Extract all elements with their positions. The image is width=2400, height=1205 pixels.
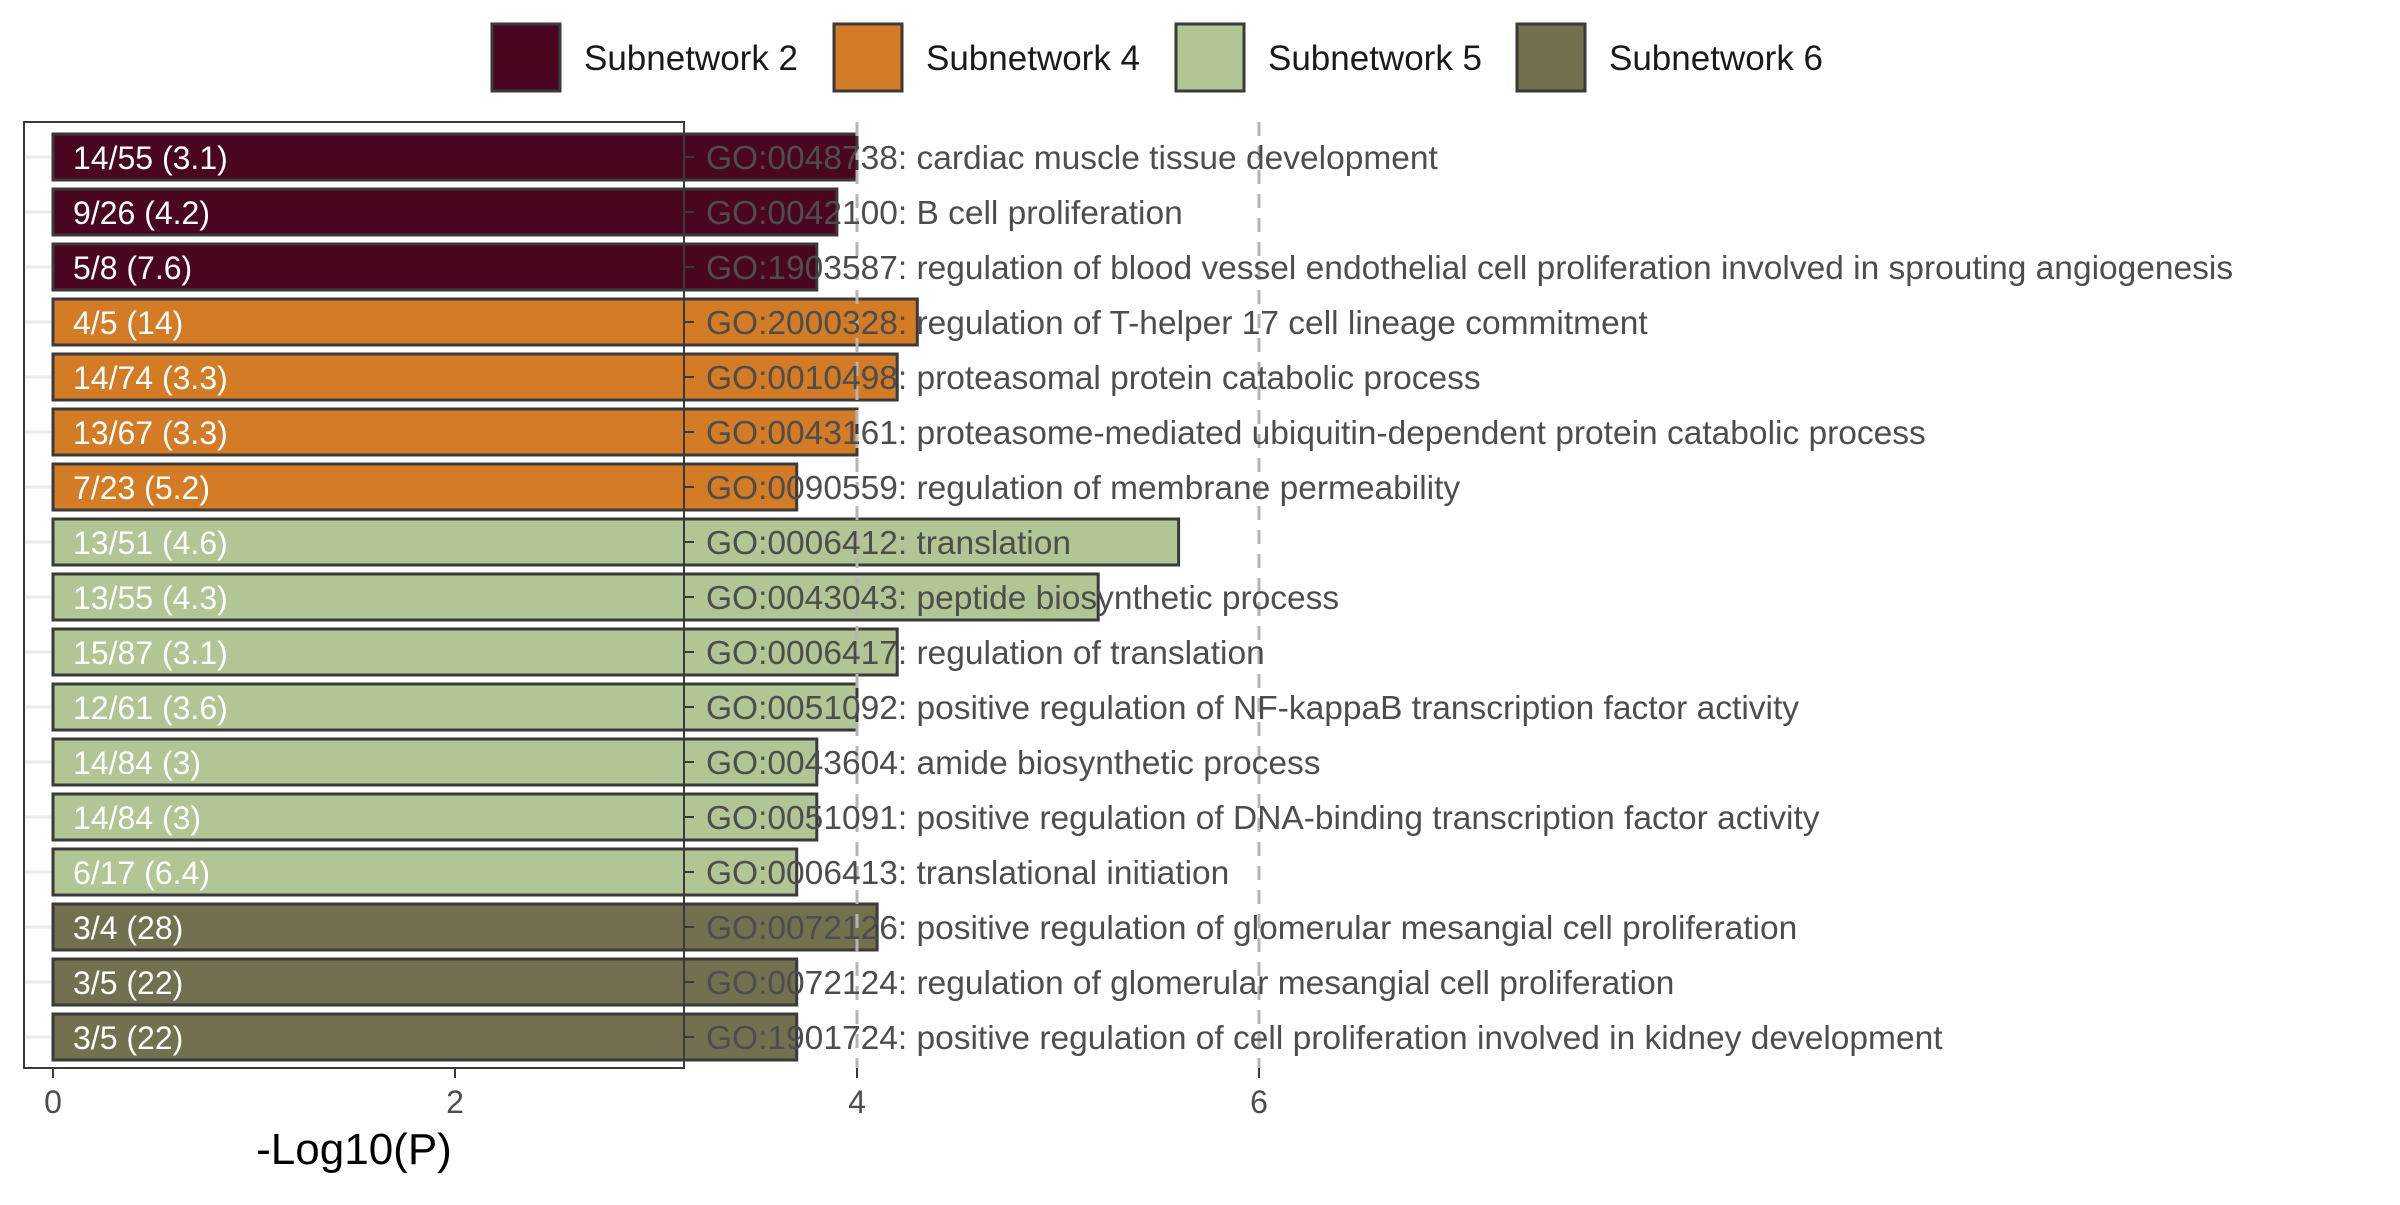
bar bbox=[51, 132, 859, 182]
bar-label: 12/61 (3.6) bbox=[73, 690, 228, 726]
bar-label: 13/55 (4.3) bbox=[73, 580, 228, 616]
category-label: GO:0006413: translational initiation bbox=[706, 855, 1229, 892]
category-label: GO:0048738: cardiac muscle tissue develo… bbox=[706, 140, 1439, 177]
legend-label-4: Subnetwork 6 bbox=[1609, 39, 1823, 78]
category-label: GO:0010498: proteasomal protein cataboli… bbox=[706, 360, 1481, 397]
category-label: GO:0043604: amide biosynthetic process bbox=[706, 745, 1321, 782]
bar bbox=[51, 902, 879, 952]
bar-label: 9/26 (4.2) bbox=[73, 195, 210, 231]
bar bbox=[51, 297, 919, 347]
legend-label-1: Subnetwork 2 bbox=[584, 39, 798, 78]
bar bbox=[51, 1012, 799, 1062]
bar bbox=[51, 682, 859, 732]
bar-label: 5/8 (7.6) bbox=[73, 250, 192, 286]
bar-label: 3/5 (22) bbox=[73, 965, 183, 1001]
x-axis: 0 2 4 6 -Log10(P) bbox=[44, 1068, 1268, 1174]
legend-swatch-2 bbox=[832, 22, 904, 93]
bar-label: 3/5 (22) bbox=[73, 1020, 183, 1056]
legend: Subnetwork 2 Subnetwork 4 Subnetwork 5 Subn… bbox=[490, 22, 1823, 93]
bar-label: 14/55 (3.1) bbox=[73, 140, 228, 176]
bar-label: 7/23 (5.2) bbox=[73, 470, 210, 506]
category-label: GO:2000328: regulation of T-helper 17 ce… bbox=[706, 305, 1648, 342]
legend-swatch-3 bbox=[1174, 22, 1246, 93]
category-label: GO:1903587: regulation of blood vessel e… bbox=[706, 250, 2233, 287]
plot-border bbox=[23, 121, 685, 1069]
x-tick-label: 2 bbox=[446, 1084, 464, 1120]
bar-label: 14/84 (3) bbox=[73, 800, 201, 836]
legend-swatch-4 bbox=[1515, 22, 1587, 93]
bar bbox=[51, 847, 799, 897]
bar bbox=[51, 572, 1100, 622]
category-label: GO:0090559: regulation of membrane perme… bbox=[706, 470, 1460, 507]
category-label: GO:0006412: translation bbox=[706, 525, 1071, 562]
category-label: GO:0043043: peptide biosynthetic process bbox=[706, 580, 1339, 617]
legend-swatch-1 bbox=[490, 22, 562, 93]
bar-label: 14/74 (3.3) bbox=[73, 360, 228, 396]
legend-label-2: Subnetwork 4 bbox=[926, 39, 1140, 78]
category-label: GO:0051091: positive regulation of DNA-b… bbox=[706, 800, 1820, 837]
x-axis-title: -Log10(P) bbox=[256, 1125, 452, 1174]
bar bbox=[51, 792, 819, 842]
category-label: GO:0043161: proteasome-mediated ubiquiti… bbox=[706, 415, 1926, 452]
x-tick-label: 0 bbox=[44, 1084, 62, 1120]
bar bbox=[51, 352, 899, 402]
x-tick-label: 4 bbox=[848, 1084, 866, 1120]
x-tick-label: 6 bbox=[1250, 1084, 1268, 1120]
bar-label: 13/51 (4.6) bbox=[73, 525, 228, 561]
legend-label-3: Subnetwork 5 bbox=[1268, 39, 1482, 78]
bar bbox=[51, 462, 799, 512]
bar bbox=[51, 627, 899, 677]
bar-label: 3/4 (28) bbox=[73, 910, 183, 946]
category-label: GO:0072124: regulation of glomerular mes… bbox=[706, 965, 1674, 1002]
bar-label: 4/5 (14) bbox=[73, 305, 183, 341]
bar bbox=[51, 187, 839, 237]
bar-label: 15/87 (3.1) bbox=[73, 635, 228, 671]
bar bbox=[51, 407, 859, 457]
category-label: GO:1901724: positive regulation of cell … bbox=[706, 1020, 1943, 1057]
category-label: GO:0006417: regulation of translation bbox=[706, 635, 1265, 672]
category-label: GO:0072126: positive regulation of glome… bbox=[706, 910, 1797, 947]
bar-label: 6/17 (6.4) bbox=[73, 855, 210, 891]
category-label: GO:0042100: B cell proliferation bbox=[706, 195, 1183, 232]
category-labels: GO:0048738: cardiac muscle tissue develo… bbox=[684, 140, 2233, 1057]
category-label: GO:0051092: positive regulation of NF-ka… bbox=[706, 690, 1799, 727]
bar bbox=[51, 957, 799, 1007]
bar bbox=[51, 517, 1181, 567]
bar-label: 14/84 (3) bbox=[73, 745, 201, 781]
bar-label: 13/67 (3.3) bbox=[73, 415, 228, 451]
